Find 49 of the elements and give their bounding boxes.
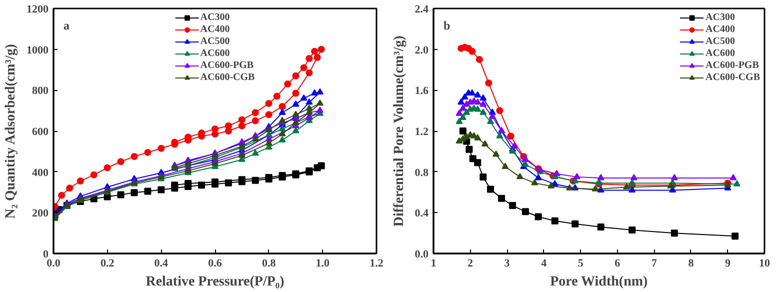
- y-tick-label: 2.0: [414, 44, 429, 56]
- x-tick-label: 8: [688, 258, 694, 270]
- x-tick-label: 1: [430, 258, 436, 270]
- y-tick-label: 0.0: [414, 248, 429, 260]
- y-tick-label: 200: [32, 208, 49, 220]
- legend-label: AC600-PGB: [706, 60, 759, 71]
- y-tick-label: 1.6: [414, 85, 429, 98]
- annotation: a: [64, 18, 70, 32]
- y-tick-label: 1000: [26, 44, 49, 56]
- x-tick-label: 0.0: [46, 258, 61, 270]
- x-tick-label: 0.6: [208, 258, 222, 270]
- x-tick-label: 10: [759, 258, 770, 270]
- legend-label: AC600: [706, 48, 735, 59]
- x-tick-label: 4: [541, 258, 548, 270]
- legend-label: AC300: [706, 12, 735, 23]
- y-tick-label: 600: [32, 126, 49, 138]
- x-tick-label: 9: [724, 258, 731, 270]
- y-axis-title: N₂ Quantity Adsorbed(cm³/g): [4, 44, 18, 219]
- x-tick-label: 6: [614, 258, 621, 270]
- y-tick-label: 800: [32, 85, 49, 98]
- y-tick-label: 400: [32, 166, 49, 179]
- legend-label: AC600: [200, 48, 230, 59]
- x-tick-label: 0.2: [100, 258, 115, 270]
- y-tick-label: 1200: [26, 4, 49, 16]
- y-tick-label: 0.4: [414, 208, 429, 220]
- legend-label: AC300: [200, 12, 230, 23]
- legend-label: AC400: [200, 24, 230, 35]
- x-tick-label: 2: [468, 258, 474, 270]
- x-axis-title: Relative Pressure(P/P₀): [146, 274, 285, 290]
- x-tick-label: 3: [504, 258, 510, 270]
- x-tick-label: 1.2: [370, 258, 384, 270]
- legend-label: AC400: [706, 24, 735, 35]
- y-tick-label: 0.8: [414, 166, 429, 179]
- legend-label: AC500: [200, 36, 230, 47]
- annotation: b: [444, 18, 450, 32]
- y-axis-title: Differential Pore Volume(cm³/g): [392, 35, 407, 227]
- y-tick-label: 0: [43, 248, 49, 260]
- legend-label: AC600-CGB: [200, 72, 255, 83]
- legend-label: AC600-PGB: [200, 60, 254, 71]
- x-tick-label: 0.8: [262, 258, 276, 270]
- x-tick-label: 0.4: [154, 258, 169, 270]
- legend-label: AC600-CGB: [706, 72, 760, 83]
- x-tick-label: 7: [651, 258, 658, 270]
- x-tick-label: 5: [578, 258, 584, 270]
- legend-label: AC500: [706, 36, 735, 47]
- x-tick-label: 1.0: [316, 258, 330, 270]
- y-tick-label: 2.4: [414, 4, 429, 16]
- y-tick-label: 1.2: [414, 126, 429, 138]
- x-axis-title: Pore Width(nm): [550, 274, 648, 290]
